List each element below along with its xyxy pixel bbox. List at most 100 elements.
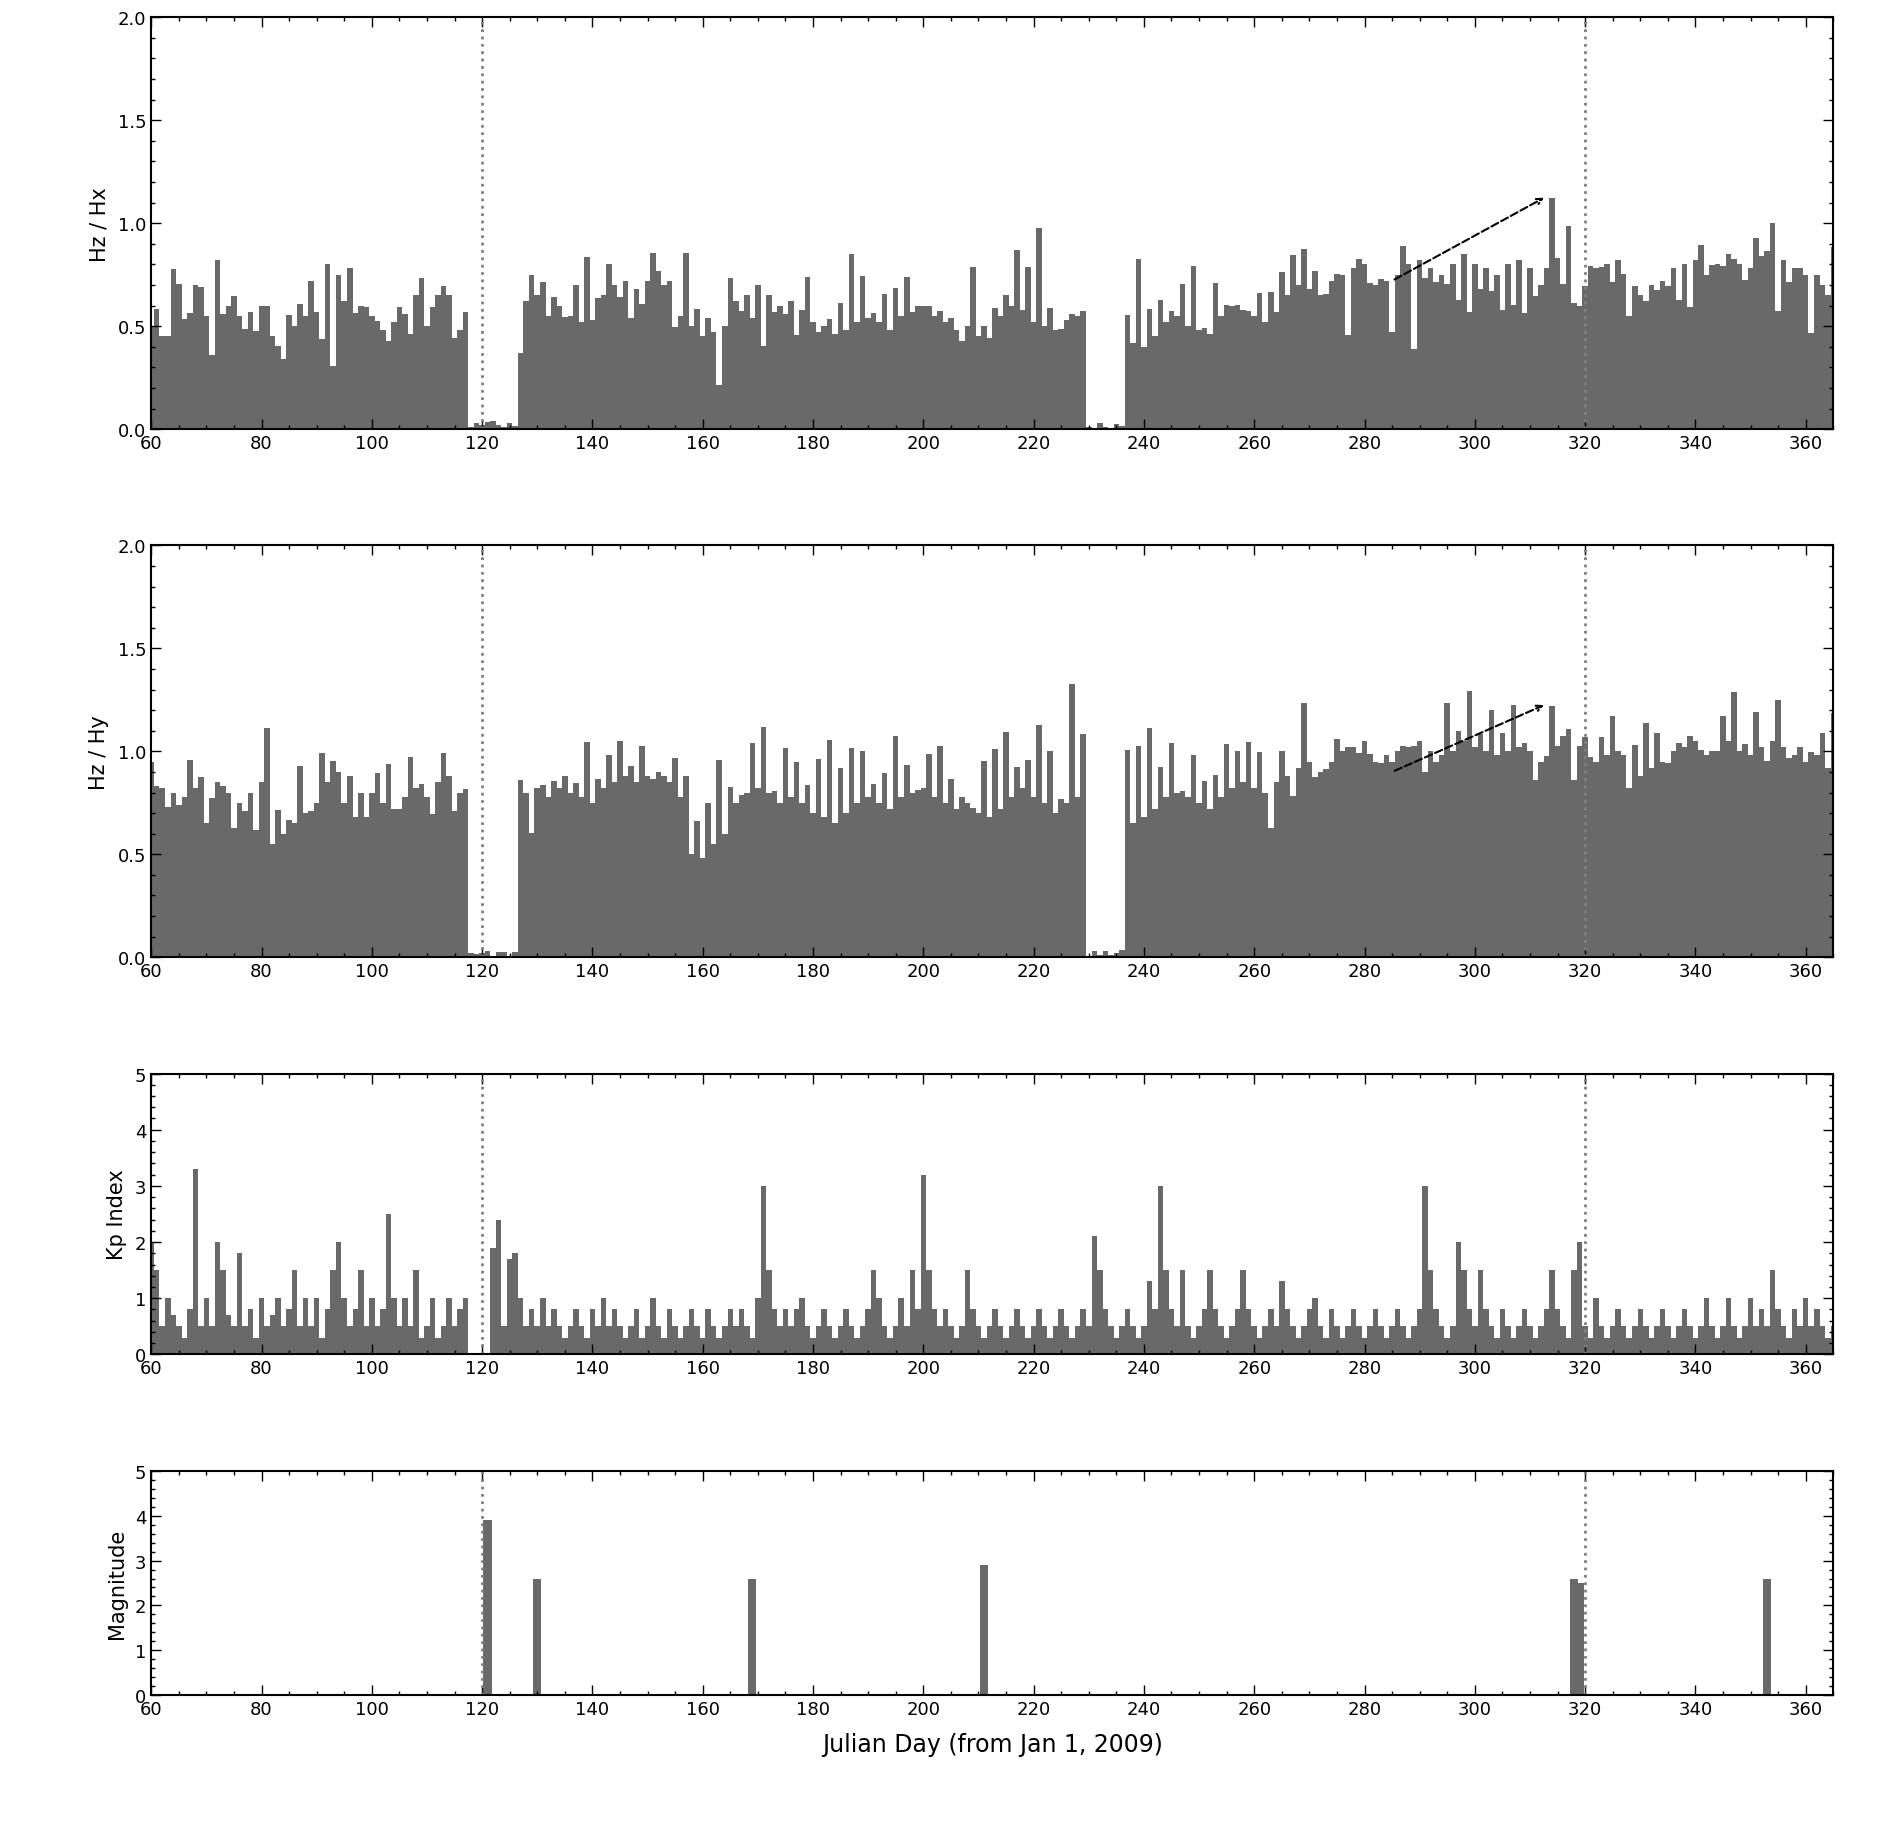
Bar xyxy=(308,1327,314,1354)
Bar xyxy=(149,1241,153,1354)
Bar xyxy=(1383,757,1388,957)
Bar xyxy=(1636,295,1642,430)
Bar xyxy=(1730,261,1736,430)
Bar xyxy=(1147,1282,1152,1354)
Bar xyxy=(931,797,937,957)
Bar xyxy=(589,1309,595,1354)
Bar xyxy=(1570,780,1575,957)
Bar xyxy=(1626,789,1630,957)
Bar xyxy=(1405,264,1411,430)
Bar xyxy=(727,279,733,430)
Bar xyxy=(572,1309,578,1354)
Bar xyxy=(612,1309,618,1354)
Bar xyxy=(667,1309,672,1354)
Bar xyxy=(1504,264,1509,430)
Bar xyxy=(584,742,589,957)
Bar xyxy=(1432,283,1438,430)
Bar xyxy=(1570,1271,1575,1354)
Bar xyxy=(1659,283,1664,430)
Bar xyxy=(1443,1338,1449,1354)
Bar xyxy=(1058,800,1064,957)
Bar xyxy=(1147,310,1152,430)
Bar xyxy=(1130,343,1135,430)
Bar xyxy=(170,793,176,957)
Bar xyxy=(1009,797,1014,957)
Bar xyxy=(733,1327,739,1354)
Bar xyxy=(1477,1271,1483,1354)
Bar xyxy=(1262,793,1268,957)
Bar xyxy=(810,1338,816,1354)
Bar xyxy=(1173,1327,1179,1354)
Bar xyxy=(722,326,727,430)
Bar xyxy=(484,1520,491,1695)
Bar xyxy=(621,283,627,430)
Bar xyxy=(1647,286,1653,430)
Bar xyxy=(391,1298,397,1354)
Bar xyxy=(655,1327,661,1354)
Bar xyxy=(1747,757,1753,957)
Bar xyxy=(744,295,750,430)
Bar xyxy=(1184,1327,1190,1354)
Bar xyxy=(672,1327,678,1354)
Bar xyxy=(739,1309,744,1354)
Bar xyxy=(1201,782,1207,957)
Bar xyxy=(1141,348,1147,430)
Bar xyxy=(1124,1309,1130,1354)
Bar xyxy=(1339,751,1345,957)
Bar xyxy=(1020,310,1026,430)
Bar xyxy=(219,786,225,957)
Bar xyxy=(529,1309,535,1354)
Bar xyxy=(1653,735,1659,957)
Bar xyxy=(181,1338,187,1354)
Bar xyxy=(1294,767,1300,957)
Bar xyxy=(1438,757,1443,957)
Bar xyxy=(914,791,920,957)
Bar xyxy=(633,782,638,957)
Bar xyxy=(523,1327,529,1354)
Bar xyxy=(1719,266,1725,430)
Bar xyxy=(529,275,535,430)
Bar xyxy=(368,317,374,430)
Bar xyxy=(788,797,793,957)
Bar xyxy=(1124,749,1130,957)
Bar xyxy=(822,819,825,957)
Bar xyxy=(1615,1309,1621,1354)
Bar xyxy=(1830,248,1834,430)
Bar xyxy=(1472,747,1477,957)
Bar xyxy=(319,339,325,430)
Bar xyxy=(992,749,997,957)
Bar xyxy=(302,317,308,430)
Bar xyxy=(1351,1309,1356,1354)
Bar xyxy=(1179,1271,1184,1354)
Bar xyxy=(319,753,325,957)
Bar xyxy=(1642,1327,1647,1354)
Bar xyxy=(903,1327,909,1354)
Bar xyxy=(402,315,408,430)
Bar xyxy=(1449,264,1455,430)
Bar xyxy=(1026,760,1030,957)
Bar xyxy=(943,1309,948,1354)
Bar xyxy=(963,804,969,957)
Bar xyxy=(1819,1327,1825,1354)
Bar xyxy=(1543,757,1549,957)
Bar xyxy=(705,1309,710,1354)
Bar xyxy=(842,1309,848,1354)
Bar xyxy=(480,427,485,430)
Bar xyxy=(859,751,865,957)
Bar xyxy=(546,1327,552,1354)
Bar xyxy=(561,1338,567,1354)
Bar xyxy=(1753,713,1759,957)
Bar xyxy=(446,777,451,957)
Bar xyxy=(1460,1271,1466,1354)
Bar xyxy=(1509,706,1515,957)
Bar xyxy=(914,306,920,430)
Bar xyxy=(986,1327,992,1354)
Bar xyxy=(567,317,572,430)
Bar xyxy=(480,953,485,957)
Bar xyxy=(210,798,215,957)
Bar xyxy=(765,793,771,957)
Bar xyxy=(176,806,181,957)
Bar xyxy=(259,306,264,430)
Bar xyxy=(1118,1327,1124,1354)
Bar xyxy=(1526,1327,1532,1354)
